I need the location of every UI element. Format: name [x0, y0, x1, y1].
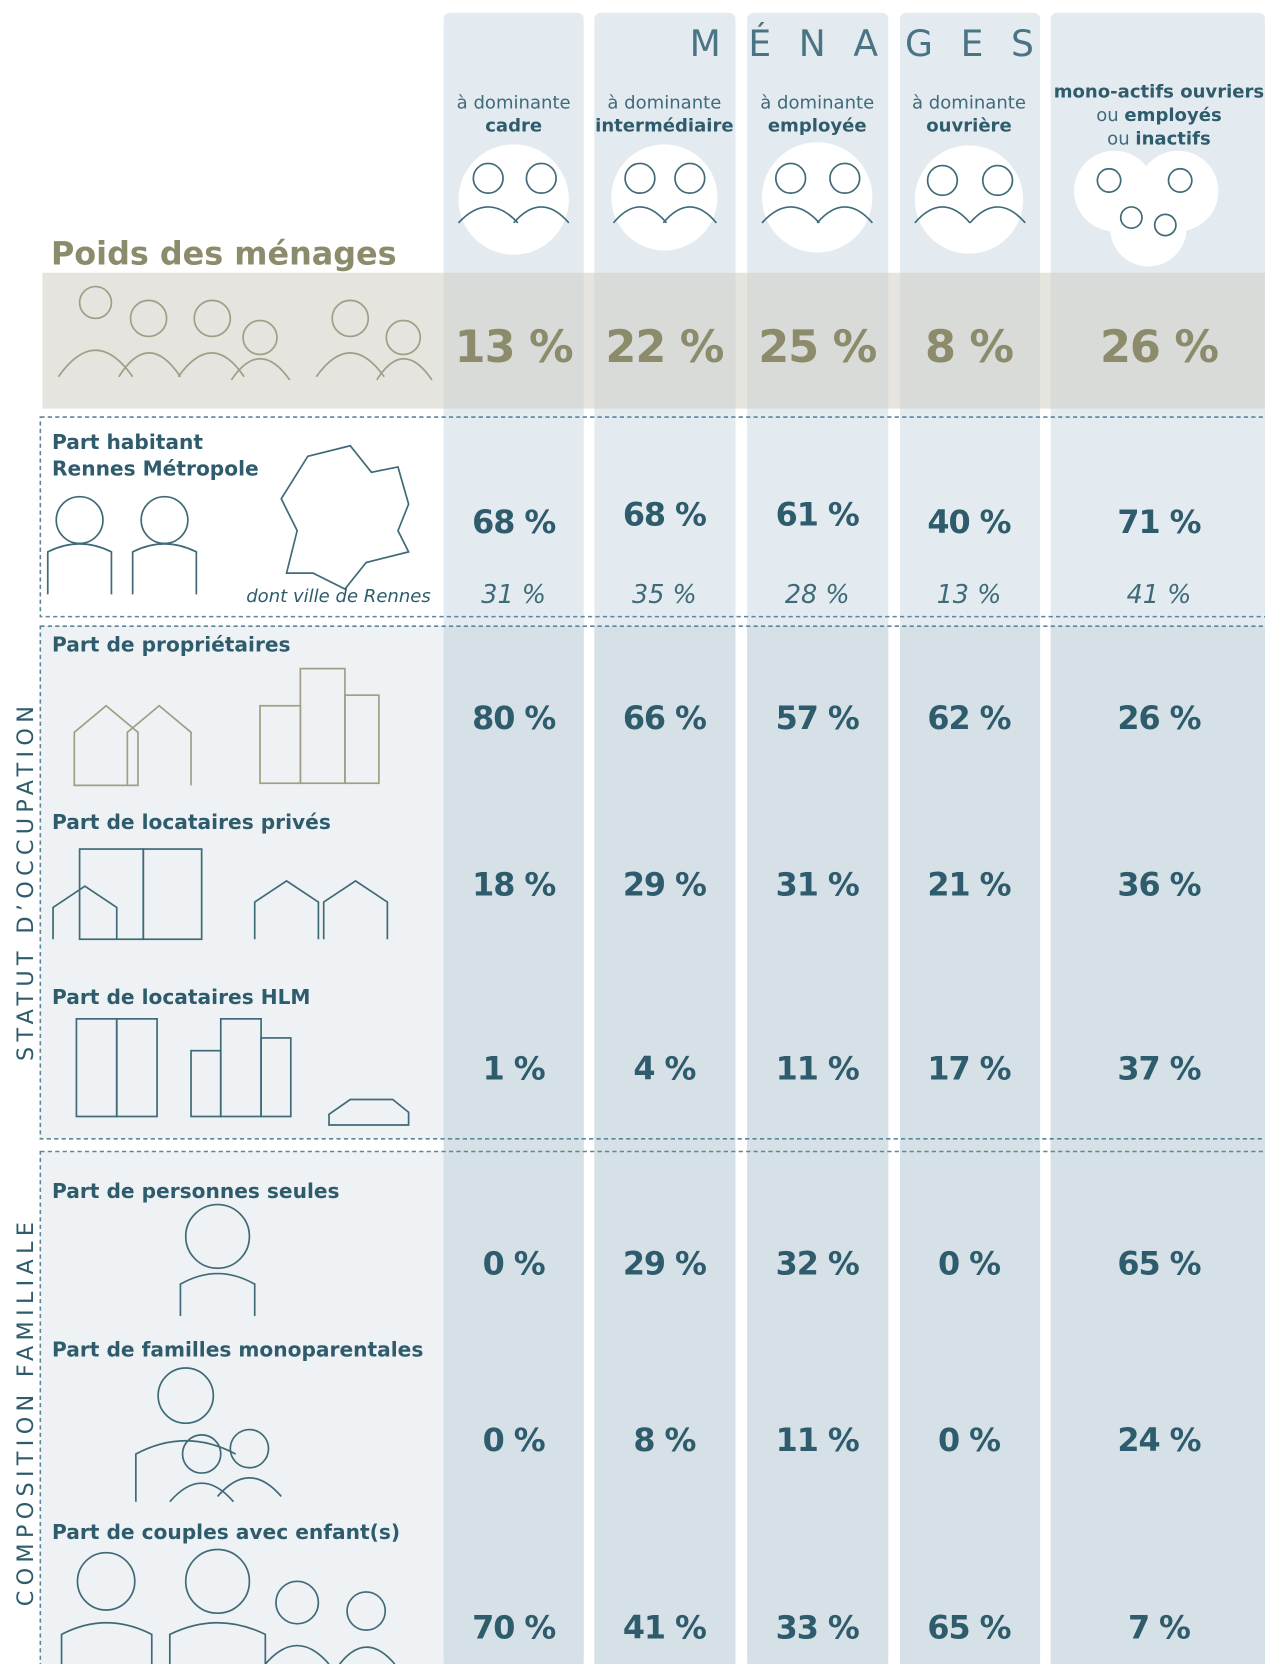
column-header: mono-actifs ouvriers ou employés ou inacti…	[1053, 81, 1265, 151]
sub-value: 28 %	[784, 579, 850, 610]
section-bg	[40, 1151, 444, 1664]
header-text: ouvrière	[926, 115, 1012, 137]
row-label: Rennes Métropole	[52, 457, 259, 481]
sub-value: 35 %	[632, 579, 697, 610]
header-text: à dominante	[456, 92, 571, 114]
header-text: mono-actifs ouvriers	[1053, 81, 1265, 103]
poids-band	[42, 272, 1265, 409]
sub-value: 41 %	[1126, 579, 1192, 610]
section-title: STATUT D’OCCUPATION	[12, 700, 39, 1061]
value: 68 %	[472, 504, 556, 542]
poids-value: 13 %	[454, 320, 574, 373]
value: 7 %	[1127, 1609, 1191, 1648]
header-text: à dominante	[760, 92, 875, 114]
section-title: COMPOSITION FAMILIALE	[12, 1216, 39, 1607]
value: 65 %	[1117, 1245, 1201, 1284]
value: 80 %	[472, 700, 556, 738]
value: 31 %	[775, 867, 860, 905]
value: 21 %	[927, 867, 1011, 905]
header-text: ou	[1107, 128, 1130, 150]
column-header: à dominante ouvrière	[863, 91, 1075, 138]
header-text: intermédiaire	[595, 115, 734, 137]
poids-value: 22 %	[605, 320, 724, 373]
value: 61 %	[775, 496, 860, 534]
value: 26 %	[1117, 700, 1201, 738]
value: 65 %	[927, 1609, 1011, 1648]
value: 24 %	[1117, 1422, 1201, 1460]
poids-value: 26 %	[1099, 320, 1219, 373]
value: 57 %	[775, 700, 860, 738]
column-header: à dominante employée	[711, 91, 923, 138]
value: 66 %	[622, 700, 707, 738]
value: 8 %	[633, 1422, 696, 1460]
header-text: ou	[1096, 105, 1119, 127]
row-label: Part de locataires privés	[52, 810, 331, 835]
value: 71 %	[1117, 504, 1201, 542]
section-bg	[40, 626, 444, 1139]
row-label: Part de propriétaires	[52, 633, 291, 657]
value: 33 %	[775, 1609, 860, 1648]
value: 62 %	[927, 700, 1011, 738]
value: 68 %	[622, 496, 707, 534]
header-line: ou employés	[1053, 104, 1265, 127]
value: 41 %	[622, 1609, 707, 1648]
header-text: employée	[767, 115, 867, 137]
header-line: ouvrière	[863, 115, 1075, 138]
value: 11 %	[775, 1422, 860, 1460]
value: 0 %	[937, 1422, 1001, 1460]
header-text: à dominante	[607, 92, 722, 114]
value: 29 %	[622, 1245, 707, 1284]
header-text: employés	[1124, 105, 1222, 127]
sub-value: 13 %	[936, 579, 1002, 610]
row-label: Part de familles monoparentales	[52, 1338, 424, 1362]
header-line: mono-actifs ouvriers	[1053, 81, 1265, 104]
value: 1 %	[482, 1050, 546, 1088]
header-line: employée	[711, 115, 923, 138]
value: 4 %	[633, 1050, 696, 1088]
row-label: Part de personnes seules	[52, 1180, 340, 1204]
header-line: ou inactifs	[1053, 127, 1265, 150]
sub-value: 31 %	[481, 579, 547, 610]
row-label: Part habitant	[52, 430, 204, 455]
value: 18 %	[472, 867, 556, 905]
header-line: à dominante	[711, 91, 923, 114]
header-line: intermédiaire	[558, 115, 770, 138]
value: 29 %	[622, 867, 707, 905]
poids-value: 8 %	[924, 320, 1014, 373]
value: 11 %	[775, 1050, 860, 1088]
title: MÉNAGES	[689, 23, 1062, 66]
value: 36 %	[1117, 867, 1201, 905]
sub-label: dont ville de Rennes	[246, 585, 431, 608]
header-line: cadre	[408, 115, 620, 138]
row-label: Part de couples avec enfant(s)	[52, 1520, 401, 1545]
poids-label: Poids des ménages	[50, 235, 397, 273]
value: 17 %	[927, 1050, 1011, 1088]
column-header: à dominante cadre	[408, 91, 620, 138]
value: 0 %	[937, 1245, 1001, 1284]
header-line: à dominante	[408, 91, 620, 114]
value: 32 %	[775, 1245, 860, 1284]
poids-value: 25 %	[758, 320, 877, 373]
value: 40 %	[927, 504, 1011, 542]
header-text: inactifs	[1135, 128, 1211, 150]
header-text: à dominante	[911, 92, 1026, 114]
row-label: Part de locataires HLM	[52, 985, 311, 1010]
value: 70 %	[472, 1609, 556, 1648]
header-line: à dominante	[558, 91, 770, 114]
value: 0 %	[482, 1245, 546, 1284]
header-text: cadre	[485, 115, 543, 137]
value: 37 %	[1117, 1050, 1201, 1088]
column-header: à dominante intermédiaire	[558, 91, 770, 138]
header-line: à dominante	[863, 91, 1075, 114]
value: 0 %	[482, 1422, 546, 1460]
